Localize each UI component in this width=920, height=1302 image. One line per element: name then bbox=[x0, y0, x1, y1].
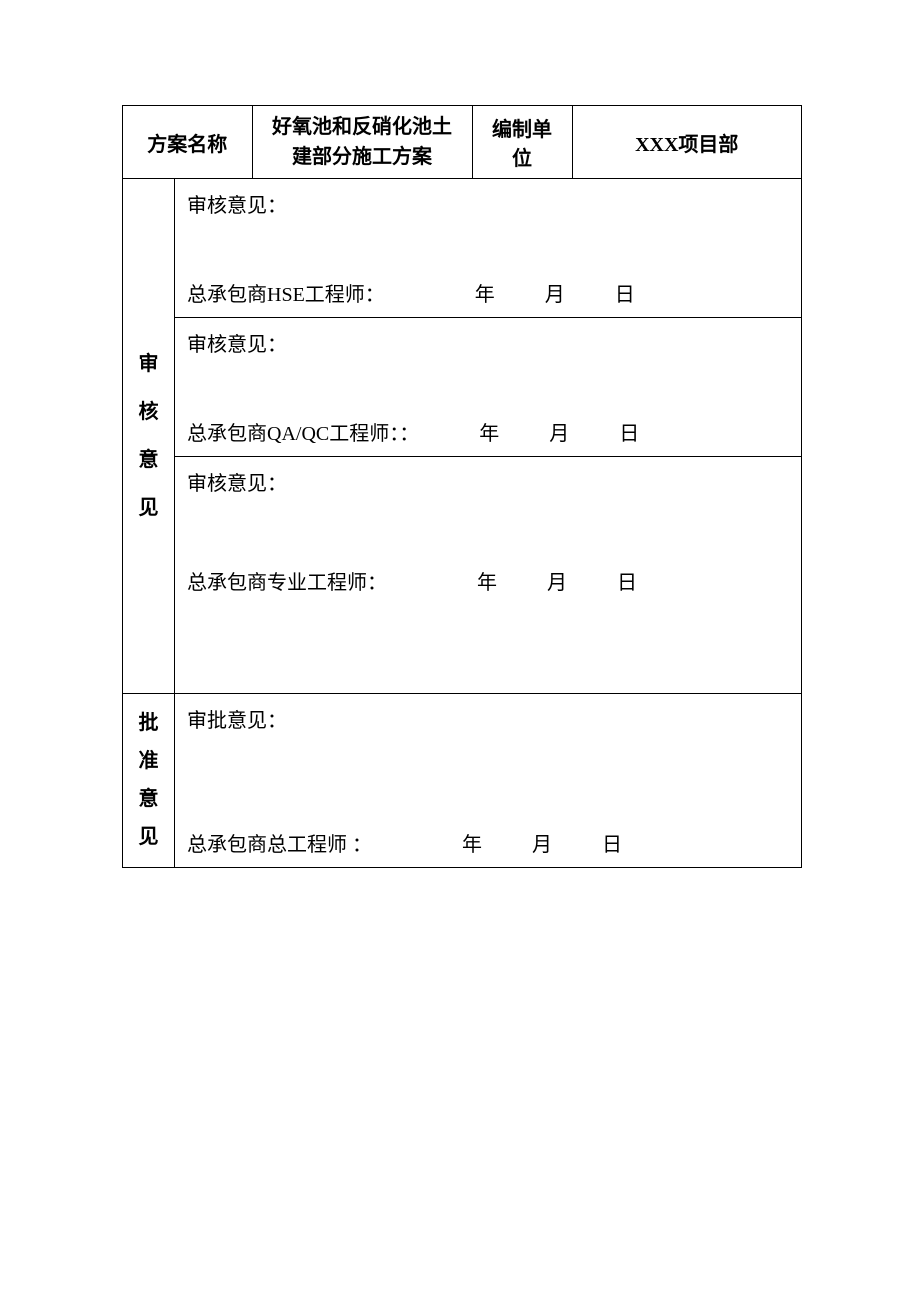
review-char-4: 见 bbox=[139, 484, 159, 532]
review-row-spacer bbox=[123, 605, 802, 693]
prof-opinion-label: 审核意见： bbox=[187, 467, 789, 496]
approval-opinion-label: 审批意见： bbox=[187, 704, 789, 733]
review-vertical-label-cell: 审 核 意 见 bbox=[123, 179, 175, 694]
approval-char-3: 意 bbox=[139, 780, 159, 818]
qaqc-day: 日 bbox=[619, 417, 639, 446]
approval-date: 年 月 日 bbox=[462, 828, 789, 857]
header-row: 方案名称 好氧池和反硝化池土建部分施工方案 编制单位 XXX项目部 bbox=[123, 106, 802, 179]
hse-signer: 总承包商HSE工程师： bbox=[187, 278, 385, 307]
qaqc-month: 月 bbox=[549, 417, 569, 446]
hse-day: 日 bbox=[615, 278, 635, 307]
plan-name-value: 好氧池和反硝化池土建部分施工方案 bbox=[272, 116, 452, 168]
approval-day: 日 bbox=[602, 828, 622, 857]
unit-label-cell: 编制单位 bbox=[472, 106, 572, 179]
approval-char-1: 批 bbox=[139, 704, 159, 742]
review-row-qaqc: 审核意见： 总承包商QA/QC工程师：： 年 月 日 bbox=[123, 318, 802, 457]
hse-opinion-label: 审核意见： bbox=[187, 189, 789, 218]
hse-year: 年 bbox=[475, 278, 495, 307]
plan-name-label-cell: 方案名称 bbox=[123, 106, 253, 179]
approval-row: 批 准 意 见 审批意见： 总承包商总工程师 ： 年 月 日 bbox=[123, 693, 802, 867]
approval-char-2: 准 bbox=[139, 742, 159, 780]
qaqc-signature-line: 总承包商QA/QC工程师：： 年 月 日 bbox=[187, 417, 789, 446]
approval-content-cell: 审批意见： 总承包商总工程师 ： 年 月 日 bbox=[175, 693, 802, 867]
prof-day: 日 bbox=[617, 566, 637, 595]
review-row-hse: 审 核 意 见 审核意见： 总承包商HSE工程师： 年 月 日 bbox=[123, 179, 802, 318]
prof-signature-line: 总承包商专业工程师： 年 月 日 bbox=[187, 566, 789, 595]
qaqc-year: 年 bbox=[479, 417, 499, 446]
qaqc-signer: 总承包商QA/QC工程师：： bbox=[187, 417, 419, 446]
approval-char-4: 见 bbox=[139, 818, 159, 856]
hse-signature-line: 总承包商HSE工程师： 年 月 日 bbox=[187, 278, 789, 307]
approval-signature-line: 总承包商总工程师 ： 年 月 日 bbox=[187, 828, 789, 857]
unit-value-cell: XXX项目部 bbox=[572, 106, 802, 179]
review-hse-cell: 审核意见： 总承包商HSE工程师： 年 月 日 bbox=[175, 179, 802, 318]
approval-month: 月 bbox=[532, 828, 552, 857]
hse-date: 年 月 日 bbox=[475, 278, 789, 307]
approval-vertical-text: 批 准 意 见 bbox=[133, 704, 164, 856]
review-spacer-cell bbox=[175, 605, 802, 693]
approval-signer: 总承包商总工程师 ： bbox=[187, 828, 372, 857]
plan-name-value-cell: 好氧池和反硝化池土建部分施工方案 bbox=[252, 106, 472, 179]
qaqc-date: 年 月 日 bbox=[479, 417, 789, 446]
qaqc-opinion-label: 审核意见： bbox=[187, 328, 789, 357]
review-char-3: 意 bbox=[139, 436, 159, 484]
approval-form-table: 方案名称 好氧池和反硝化池土建部分施工方案 编制单位 XXX项目部 审 核 意 … bbox=[122, 105, 802, 868]
approval-vertical-label-cell: 批 准 意 见 bbox=[123, 693, 175, 867]
prof-month: 月 bbox=[547, 566, 567, 595]
unit-label: 编制单位 bbox=[492, 119, 552, 170]
unit-value: XXX项目部 bbox=[635, 134, 738, 156]
hse-month: 月 bbox=[545, 278, 565, 307]
review-char-2: 核 bbox=[139, 388, 159, 436]
review-char-1: 审 bbox=[139, 340, 159, 388]
review-row-prof: 审核意见： 总承包商专业工程师： 年 月 日 bbox=[123, 457, 802, 606]
review-qaqc-cell: 审核意见： 总承包商QA/QC工程师：： 年 月 日 bbox=[175, 318, 802, 457]
prof-signer: 总承包商专业工程师： bbox=[187, 566, 387, 595]
prof-year: 年 bbox=[477, 566, 497, 595]
prof-date: 年 月 日 bbox=[477, 566, 789, 595]
review-prof-cell: 审核意见： 总承包商专业工程师： 年 月 日 bbox=[175, 457, 802, 606]
approval-year: 年 bbox=[462, 828, 482, 857]
plan-name-label: 方案名称 bbox=[147, 134, 227, 156]
review-vertical-text: 审 核 意 见 bbox=[133, 340, 164, 532]
